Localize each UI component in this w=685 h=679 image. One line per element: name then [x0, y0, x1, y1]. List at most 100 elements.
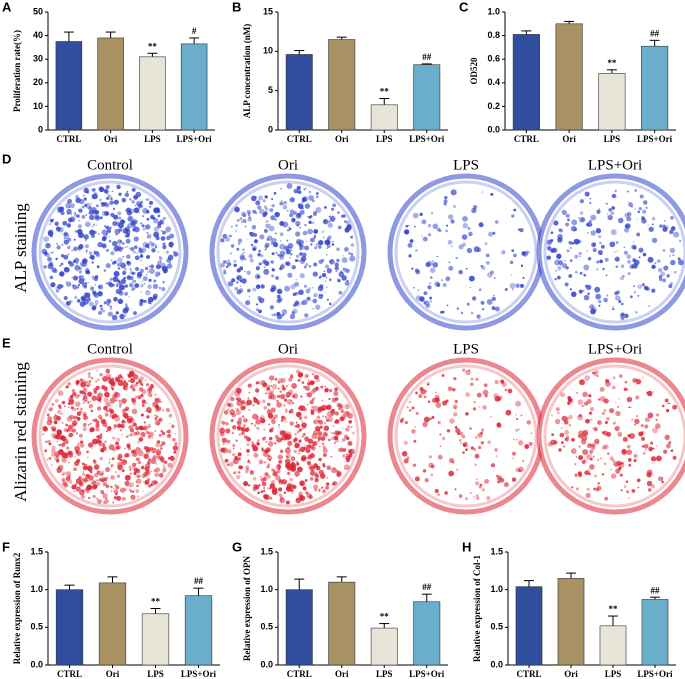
stain-spot — [637, 284, 642, 289]
stain-spot — [57, 206, 63, 213]
bar — [141, 613, 170, 666]
stain-spot — [258, 484, 261, 487]
stain-spot — [131, 200, 135, 204]
stain-spot — [157, 260, 162, 265]
stain-spot — [105, 401, 111, 408]
stain-spot — [123, 487, 128, 492]
bar — [515, 586, 543, 666]
stain-spot — [141, 399, 147, 404]
stain-spot — [226, 463, 230, 467]
stain-spot — [49, 218, 54, 223]
stain-spot — [314, 488, 318, 492]
stain-spot — [230, 244, 235, 248]
stain-spot — [58, 404, 62, 408]
stain-spot — [456, 468, 459, 471]
stain-spot — [656, 259, 661, 263]
stain-spot — [589, 449, 594, 454]
stain-spot — [146, 255, 151, 260]
stain-spot — [277, 454, 283, 460]
stain-spot — [291, 249, 293, 251]
stain-spot — [110, 490, 113, 492]
stain-spot — [63, 239, 68, 244]
stain-spot — [285, 500, 290, 505]
stain-spot — [63, 295, 68, 301]
stain-spot — [341, 275, 347, 281]
stain-spot — [276, 437, 283, 443]
stain-spot — [614, 425, 620, 432]
stain-spot — [134, 266, 140, 272]
stain-spot — [102, 446, 107, 451]
stain-spot — [136, 484, 139, 488]
stain-spot — [304, 263, 309, 267]
stain-spot — [258, 459, 264, 465]
stain-spot — [419, 212, 423, 216]
stain-spot — [68, 432, 73, 438]
stain-spot — [160, 444, 163, 447]
stain-spot — [426, 383, 430, 386]
stain-spot — [97, 378, 100, 381]
stain-spot — [89, 427, 95, 433]
stain-spot — [260, 490, 264, 493]
stain-spot — [231, 412, 236, 418]
stain-spot — [51, 402, 55, 406]
stain-spot — [77, 393, 81, 398]
stain-spot — [102, 493, 108, 499]
stain-spot — [601, 412, 605, 415]
stain-spot — [596, 268, 599, 271]
stain-spot — [172, 445, 179, 451]
stain-spot — [97, 397, 102, 402]
stain-spot — [633, 285, 635, 288]
stain-spot — [165, 431, 168, 433]
bar — [555, 23, 583, 131]
stain-spot — [670, 226, 676, 231]
stain-spot — [106, 303, 110, 306]
stain-spot — [634, 418, 640, 425]
stain-spot — [260, 254, 264, 258]
stain-spot — [658, 275, 663, 279]
bar — [641, 45, 669, 131]
stain-spot — [234, 287, 239, 291]
stain-spot — [153, 226, 159, 233]
significance: ## — [194, 576, 204, 586]
stain-spot — [124, 314, 127, 317]
y-tick-label: 1.5 — [260, 546, 273, 556]
stain-spot — [264, 436, 267, 439]
stain-spot — [669, 247, 676, 254]
stain-spot — [219, 431, 225, 437]
stain-spot — [103, 301, 107, 305]
stain-spot — [63, 266, 70, 273]
stain-spot — [109, 458, 111, 461]
stain-spot — [443, 199, 448, 204]
stain-spot — [110, 212, 115, 218]
stain-spot — [282, 386, 286, 391]
stain-spot — [82, 477, 84, 480]
bar — [55, 589, 84, 666]
stain-spot — [321, 442, 325, 446]
stain-spot — [317, 285, 324, 292]
stain-spot — [615, 401, 617, 404]
stain-spot — [466, 247, 473, 254]
stain-spot — [121, 197, 127, 203]
stain-spot — [619, 473, 623, 477]
stain-spot — [312, 298, 318, 304]
stain-spot — [458, 438, 462, 442]
stain-spot — [127, 380, 130, 382]
stain-spot — [92, 419, 95, 422]
stain-spot — [651, 462, 654, 464]
stain-spot — [154, 245, 158, 249]
x-tick-label: CTRL — [514, 134, 539, 144]
stain-spot — [651, 288, 656, 293]
stain-spot — [140, 259, 143, 262]
stain-spot — [237, 238, 243, 243]
stain-spot — [74, 483, 77, 486]
stain-spot — [328, 438, 331, 442]
stain-spot — [326, 404, 332, 410]
stain-spot — [63, 232, 70, 239]
stain-spot — [105, 185, 110, 190]
stain-spot — [403, 458, 409, 464]
stain-spot — [565, 222, 570, 227]
stain-spot — [73, 213, 78, 217]
stain-spot — [295, 411, 302, 418]
stain-spot — [499, 477, 505, 483]
stain-spot — [299, 417, 302, 420]
